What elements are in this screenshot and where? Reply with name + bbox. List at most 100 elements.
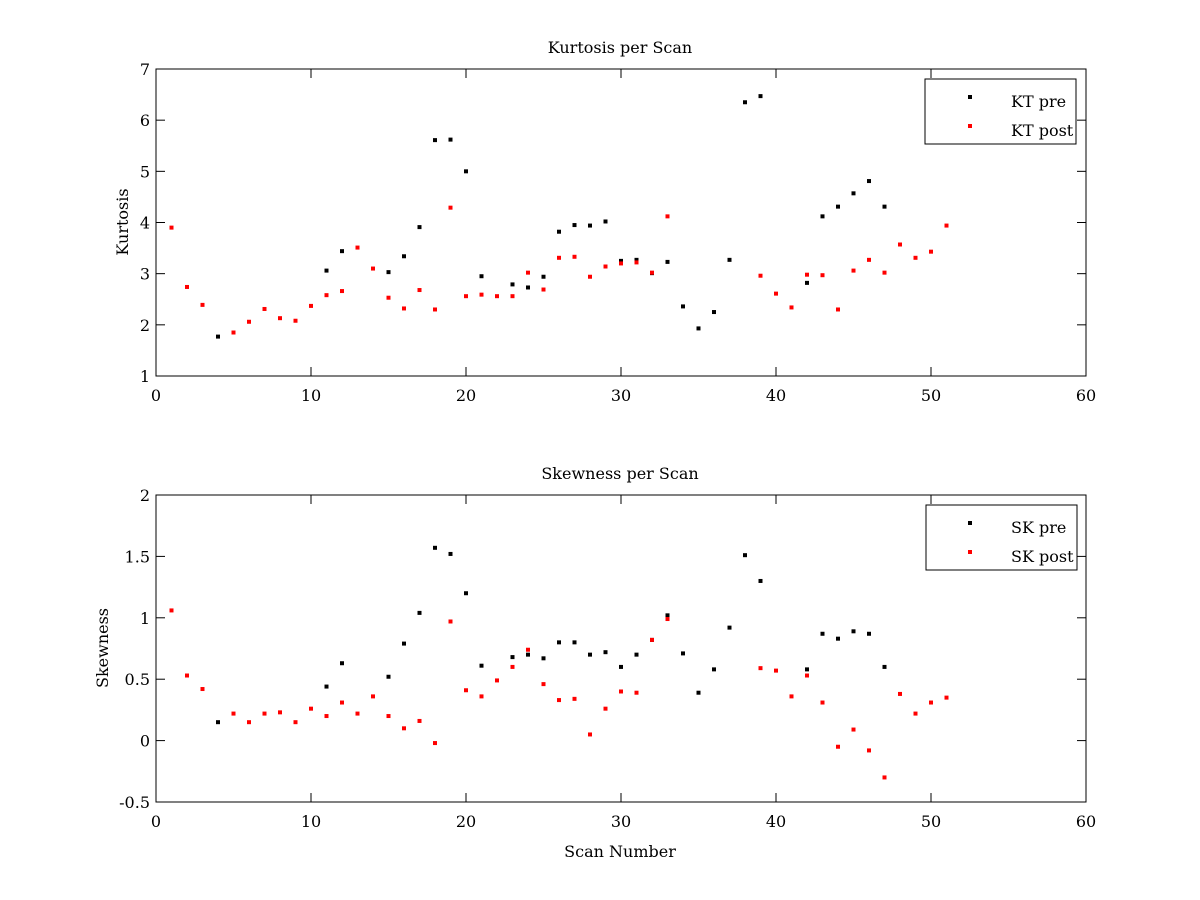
- kurtosis-post-point: [805, 272, 809, 277]
- skewness-post-point: [789, 694, 794, 699]
- kurtosis-pre-point: [696, 326, 701, 331]
- skewness-pre-point: [712, 667, 716, 672]
- kurtosis-pre-point: [882, 204, 887, 209]
- y-tick-label: 1: [140, 609, 150, 628]
- x-tick-label: 50: [921, 386, 941, 405]
- kurtosis-post-point: [758, 273, 763, 278]
- kurtosis-pre-point: [557, 229, 561, 234]
- skewness-post-point: [650, 637, 654, 642]
- kurtosis-pre-point: [665, 259, 670, 264]
- skewness-post-point: [495, 678, 499, 683]
- skewness-pre-point: [510, 655, 515, 660]
- kurtosis-post-point: [231, 330, 236, 335]
- skewness-post-point: [200, 687, 205, 692]
- kurtosis-pre-point: [634, 257, 639, 262]
- x-tick-label: 60: [1076, 812, 1096, 831]
- skewness-pre-point: [541, 656, 546, 661]
- y-tick-label: 1.5: [125, 547, 150, 566]
- skewness-post-point: [510, 664, 515, 669]
- skewness-pre-point: [758, 578, 763, 583]
- skewness-post-point: [278, 710, 282, 715]
- kurtosis-y-label: Kurtosis: [113, 188, 132, 255]
- skewness-post-point: [464, 688, 468, 693]
- x-tick-label: 40: [766, 386, 786, 405]
- kurtosis-post-point: [247, 319, 251, 324]
- x-tick-label: 20: [456, 812, 476, 831]
- y-tick-label: 5: [140, 162, 150, 181]
- skewness-pre-point: [417, 610, 422, 615]
- skewness-post-point: [417, 718, 422, 723]
- y-tick-label: -0.5: [119, 793, 150, 812]
- kurtosis-legend: KT pre KT post: [924, 78, 1077, 145]
- skewness-post-point: [805, 673, 809, 678]
- skewness-pre-point: [665, 613, 670, 618]
- skewness-pre-point: [867, 631, 871, 636]
- skewness-post-point: [867, 748, 871, 753]
- skewness-title: Skewness per Scan: [541, 464, 698, 483]
- skewness-post-point: [541, 682, 546, 687]
- skewness-points: [169, 545, 949, 780]
- kurtosis-pre-point: [805, 280, 809, 285]
- kurtosis-pre-point: [526, 285, 530, 290]
- kurtosis-pre-point: [603, 219, 608, 224]
- kurtosis-post-point: [402, 306, 406, 311]
- kurtosis-post-point: [541, 287, 546, 292]
- kurtosis-post-point: [634, 260, 639, 265]
- kurtosis-post-point: [789, 305, 794, 310]
- skewness-post-point: [448, 619, 453, 624]
- kurtosis-post-point: [882, 270, 887, 275]
- kurtosis-post-point: [510, 294, 515, 299]
- kurtosis-post-point: [464, 294, 468, 299]
- kurtosis-post-point: [650, 270, 654, 275]
- kurtosis-pre-point: [324, 268, 329, 273]
- kurtosis-legend-marker-post: [968, 124, 972, 128]
- kurtosis-post-point: [603, 264, 608, 269]
- skewness-post-point: [665, 617, 670, 622]
- kurtosis-pre-point: [836, 204, 840, 209]
- y-tick-label: 0.5: [125, 670, 150, 689]
- skewness-pre-point: [727, 625, 732, 630]
- kurtosis-pre-point: [851, 191, 856, 196]
- skewness-pre-point: [851, 629, 856, 634]
- skewness-post-point: [433, 741, 437, 746]
- skewness-post-point: [851, 727, 856, 732]
- kurtosis-post-point: [200, 302, 205, 307]
- skewness-post-point: [479, 694, 484, 699]
- kurtosis-pre-point: [588, 223, 592, 228]
- kurtosis-pre-point: [820, 214, 825, 219]
- skewness-legend-marker-post: [968, 550, 972, 554]
- skewness-pre-point: [464, 591, 468, 596]
- skewness-post-point: [247, 720, 251, 725]
- kurtosis-pre-point: [402, 254, 406, 259]
- skewness-post-point: [231, 711, 236, 716]
- skewness-post-point: [309, 706, 313, 711]
- kurtosis-post-point: [417, 288, 422, 293]
- x-tick-label: 0: [151, 386, 161, 405]
- y-tick-label: 0: [140, 732, 150, 751]
- skewness-post-point: [262, 711, 267, 716]
- skewness-ticks: 0 10 20 30 40 50 60-0.500.511.52: [119, 486, 1096, 831]
- skewness-pre-point: [743, 553, 747, 558]
- y-tick-label: 4: [140, 214, 150, 233]
- skewness-post-point: [526, 647, 530, 652]
- skewness-post-point: [386, 714, 391, 719]
- kurtosis-pre-point: [386, 270, 391, 275]
- x-tick-label: 20: [456, 386, 476, 405]
- kurtosis-post-point: [169, 225, 174, 230]
- kurtosis-post-point: [371, 266, 375, 271]
- kurtosis-post-point: [324, 293, 329, 298]
- kurtosis-pre-point: [510, 282, 515, 287]
- kurtosis-pre-point: [758, 94, 763, 99]
- skewness-post-point: [293, 720, 298, 725]
- kurtosis-post-point: [526, 270, 530, 275]
- kurtosis-title: Kurtosis per Scan: [548, 38, 692, 57]
- kurtosis-legend-box: [924, 78, 1077, 145]
- skewness-pre-point: [572, 640, 577, 645]
- skewness-post-point: [371, 694, 375, 699]
- kurtosis-pre-point: [448, 137, 453, 142]
- skewness-pre-point: [820, 631, 825, 636]
- kurtosis-post-point: [479, 292, 484, 297]
- skewness-post-point: [929, 700, 933, 705]
